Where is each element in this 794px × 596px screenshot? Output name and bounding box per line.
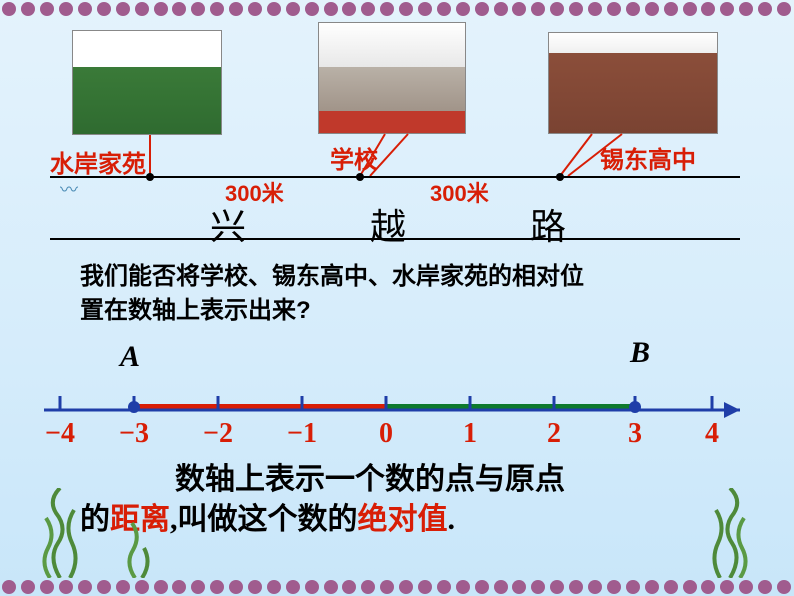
tick-−4: −4 [45,418,75,450]
question-line2: 置在数轴上表示出来? [80,294,311,328]
dist-right: 300米 [430,176,489,208]
label-B: B [630,336,650,370]
wave-deco: 〰 [60,176,78,202]
tick-0: 0 [379,418,393,450]
seaweed-left [30,488,90,578]
seaweed-right [700,488,760,578]
stmt-l2-red2: 绝对值 [358,503,448,536]
photo-home [72,30,222,135]
tick-4: 4 [705,418,719,450]
label-home: 水岸家苑 [50,144,146,179]
tick-−3: −3 [119,418,149,450]
tick-−2: −2 [203,418,233,450]
border-bottom [0,578,794,596]
stmt-line1: 数轴上表示一个数的点与原点 [175,460,565,501]
tick-2: 2 [547,418,561,450]
road-point-hs [556,173,564,181]
road-point-home [146,173,154,181]
tick-3: 3 [628,418,642,450]
stmt-l2-mid: ,叫做这个数的 [170,503,358,536]
road-char-3: 路 [530,198,566,250]
label-highschool: 锡东高中 [600,140,696,175]
tick-1: 1 [463,418,477,450]
photo-school [318,22,466,134]
seaweed-2 [110,508,160,578]
question-line1: 我们能否将学校、锡东高中、水岸家苑的相对位 [80,260,584,294]
road-char-2: 越 [370,198,406,250]
photo-highschool [548,32,718,134]
border-top [0,0,794,18]
tick-−1: −1 [287,418,317,450]
stmt-l2-end: . [448,503,456,536]
label-school: 学校 [330,140,378,175]
road-char-1: 兴 [210,198,246,250]
road-line-bottom [50,238,740,240]
road-point-school [356,173,364,181]
label-A: A [120,340,140,374]
